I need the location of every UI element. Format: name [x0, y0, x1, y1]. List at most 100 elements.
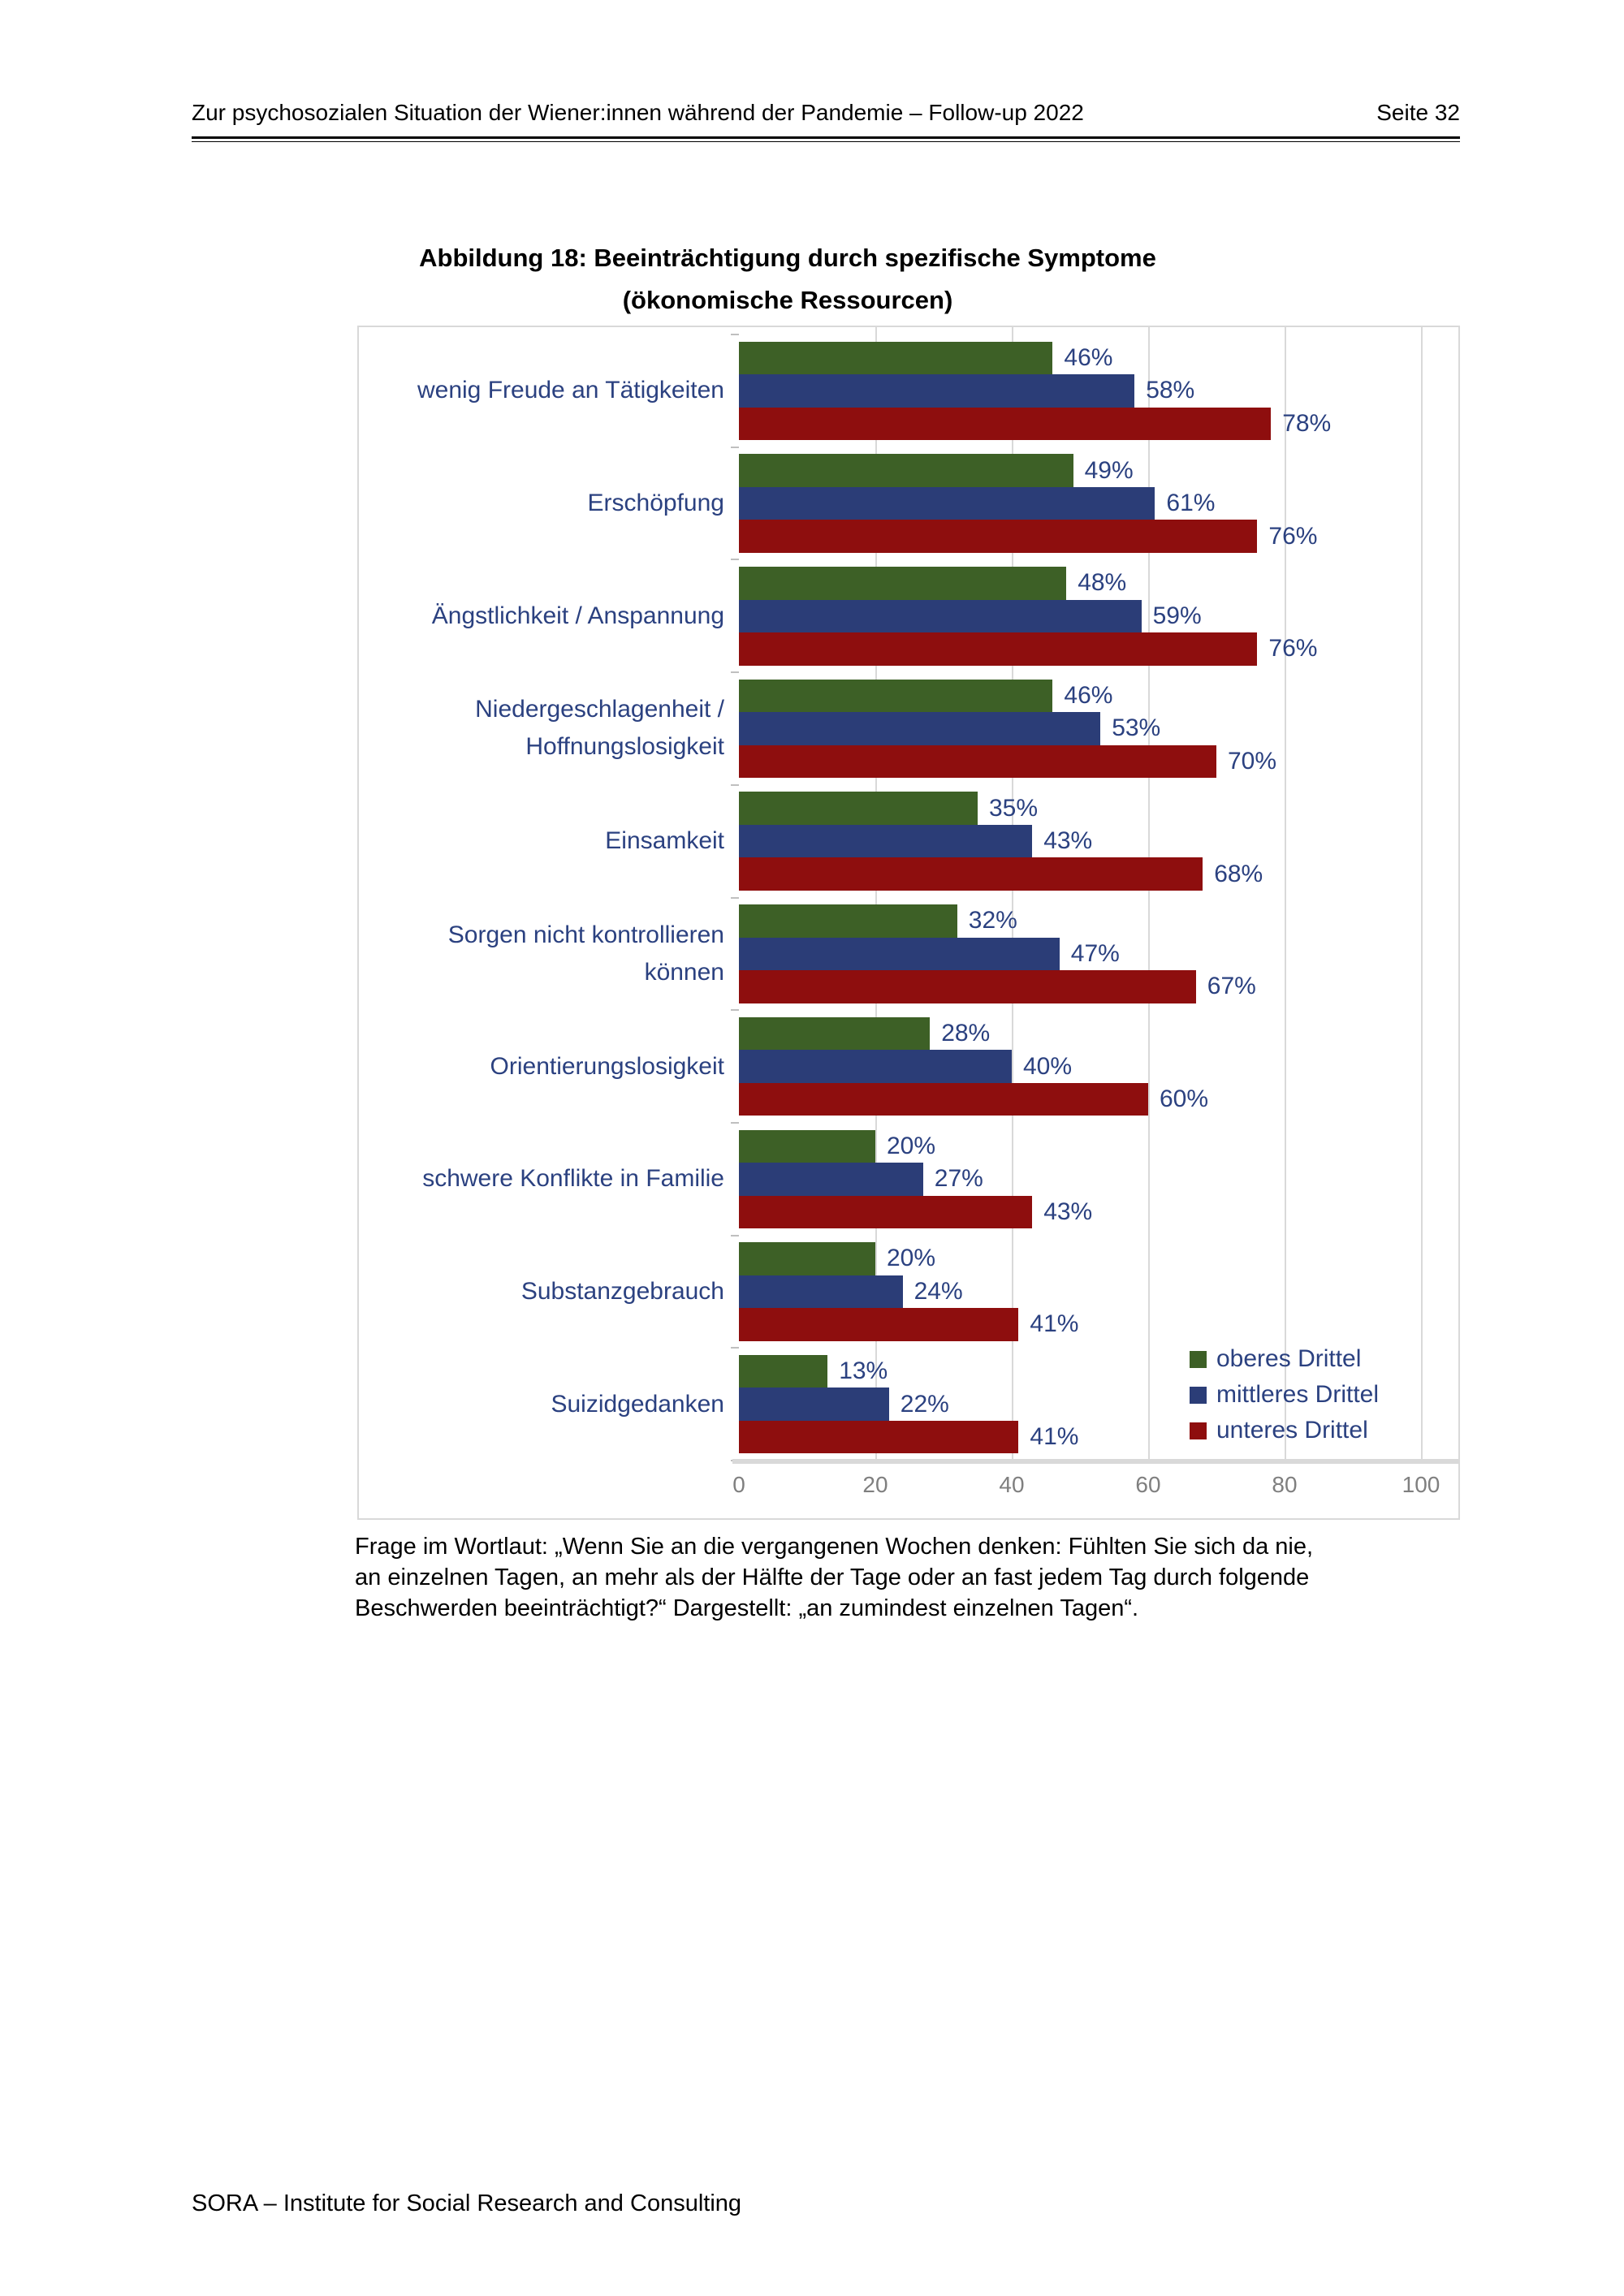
bar [739, 712, 1101, 745]
bar-value-label: 27% [934, 1165, 983, 1193]
legend-item: mittleres Drittel [1190, 1377, 1379, 1413]
category-axis-tick [731, 446, 739, 448]
bar [739, 744, 1216, 779]
bar [739, 520, 1258, 553]
category-label: Einsamkeit [605, 827, 724, 855]
chart: wenig Freude an Tätigkeiten 46% 58% 78% Ersc… [357, 326, 1460, 1520]
bar [739, 1420, 1019, 1454]
footnote-line: an einzelnen Tagen, an mehr als der Hälf… [355, 1564, 1310, 1590]
category-label: Niedergeschlagenheit / Hoffnungslosigkei… [475, 696, 724, 761]
category-axis-tick [731, 1121, 739, 1124]
header-page-number: Seite 32 [1376, 100, 1460, 125]
bar [739, 970, 1196, 1003]
footnote-line: Beschwerden beeinträchtigt?“ Dargestellt… [355, 1595, 1139, 1621]
bar [739, 632, 1258, 666]
bar-value-label: 53% [1112, 714, 1161, 742]
category-axis-tick [731, 671, 739, 674]
gridline [1421, 327, 1423, 1461]
page-footer: SORA – Institute for Social Research and… [192, 2190, 742, 2216]
bar [739, 454, 1073, 487]
page-header: Zur psychosozialen Situation der Wiener:… [192, 99, 1460, 127]
header-rule [192, 136, 1460, 142]
bar [739, 374, 1135, 408]
figure-footnote: Frage im Wortlaut: „Wenn Sie an die verg… [355, 1531, 1475, 1624]
bar-value-label: 48% [1078, 569, 1127, 597]
bar [739, 486, 1155, 520]
bar [739, 567, 1067, 600]
category-axis-tick [731, 559, 739, 561]
bar [739, 904, 957, 938]
x-axis-line [732, 1459, 1458, 1464]
x-axis-tick-label: 60 [1135, 1472, 1161, 1497]
bar-value-label: 41% [1030, 1310, 1079, 1338]
bar [739, 857, 1203, 891]
bar-value-label: 78% [1282, 409, 1332, 437]
bar-value-label: 70% [1228, 747, 1277, 775]
bar-value-label: 49% [1084, 456, 1134, 484]
bar-value-label: 35% [989, 794, 1039, 822]
bar-value-label: 68% [1214, 860, 1263, 887]
bar [739, 937, 1060, 971]
figure-caption: Abbildung 18: Beeinträchtigung durch spe… [309, 237, 1267, 322]
legend-item: unteres Drittel [1190, 1413, 1379, 1448]
legend-swatch [1190, 1350, 1207, 1368]
category-axis-tick [731, 1009, 739, 1012]
bar [739, 1016, 931, 1051]
bar-value-label: 43% [1043, 827, 1093, 855]
header-title: Zur psychosozialen Situation der Wiener:… [192, 100, 1084, 125]
category-label: schwere Konflikte in Familie [422, 1165, 724, 1193]
gridline [1285, 327, 1286, 1461]
bar [739, 1163, 923, 1196]
category-label: Suizidgedanken [551, 1390, 724, 1418]
category-label: Orientierungslosigkeit [490, 1052, 724, 1080]
bar-value-label: 22% [900, 1390, 949, 1418]
bar-value-label: 58% [1146, 377, 1195, 404]
legend-label: oberes Drittel [1216, 1345, 1362, 1372]
bar [739, 1354, 828, 1388]
category-label: wenig Freude an Tätigkeiten [417, 377, 724, 404]
x-axis-tick-label: 80 [1272, 1472, 1298, 1497]
x-axis-tick-label: 100 [1402, 1472, 1440, 1497]
bar [739, 1242, 875, 1275]
category-label: Ängstlichkeit / Anspannung [431, 602, 724, 629]
category-axis-tick [731, 1347, 739, 1349]
bar [739, 341, 1053, 375]
figure-caption-line2: (ökonomische Ressourcen) [622, 286, 953, 314]
bar [739, 1275, 903, 1309]
bar-value-label: 40% [1023, 1052, 1073, 1080]
bar [739, 1195, 1033, 1228]
gridline [1012, 327, 1013, 1461]
legend-swatch [1190, 1422, 1207, 1439]
bar-value-label: 43% [1043, 1198, 1093, 1225]
category-axis-tick [731, 334, 739, 335]
bar-value-label: 46% [1064, 343, 1113, 371]
x-axis-tick-label: 40 [999, 1472, 1025, 1497]
bar [739, 407, 1272, 441]
gridline [1148, 327, 1150, 1461]
bar [739, 824, 1033, 858]
category-label: Substanzgebrauch [520, 1277, 724, 1305]
bar-value-label: 76% [1268, 635, 1318, 662]
legend-item: oberes Drittel [1190, 1341, 1379, 1377]
bar-value-label: 20% [887, 1132, 936, 1159]
bar-value-label: 24% [914, 1277, 963, 1305]
bar [739, 1388, 889, 1421]
legend-label: mittleres Drittel [1216, 1381, 1380, 1408]
bar [739, 1050, 1012, 1083]
gridline [875, 327, 877, 1461]
bar-value-label: 61% [1166, 490, 1216, 517]
bar-value-label: 47% [1070, 939, 1120, 967]
bar-value-label: 41% [1030, 1423, 1079, 1451]
bar-value-label: 60% [1160, 1085, 1209, 1113]
figure-caption-line1: Abbildung 18: Beeinträchtigung durch spe… [419, 244, 1156, 272]
bar-value-label: 13% [839, 1357, 888, 1385]
category-axis-tick [731, 1234, 739, 1236]
bar [739, 599, 1142, 632]
x-axis-tick-label: 0 [732, 1472, 745, 1497]
footnote-line: Frage im Wortlaut: „Wenn Sie an die verg… [355, 1534, 1314, 1560]
bar [739, 792, 978, 825]
bar-value-label: 20% [887, 1245, 936, 1272]
bar-value-label: 32% [968, 907, 1017, 934]
category-axis-tick [731, 896, 739, 899]
